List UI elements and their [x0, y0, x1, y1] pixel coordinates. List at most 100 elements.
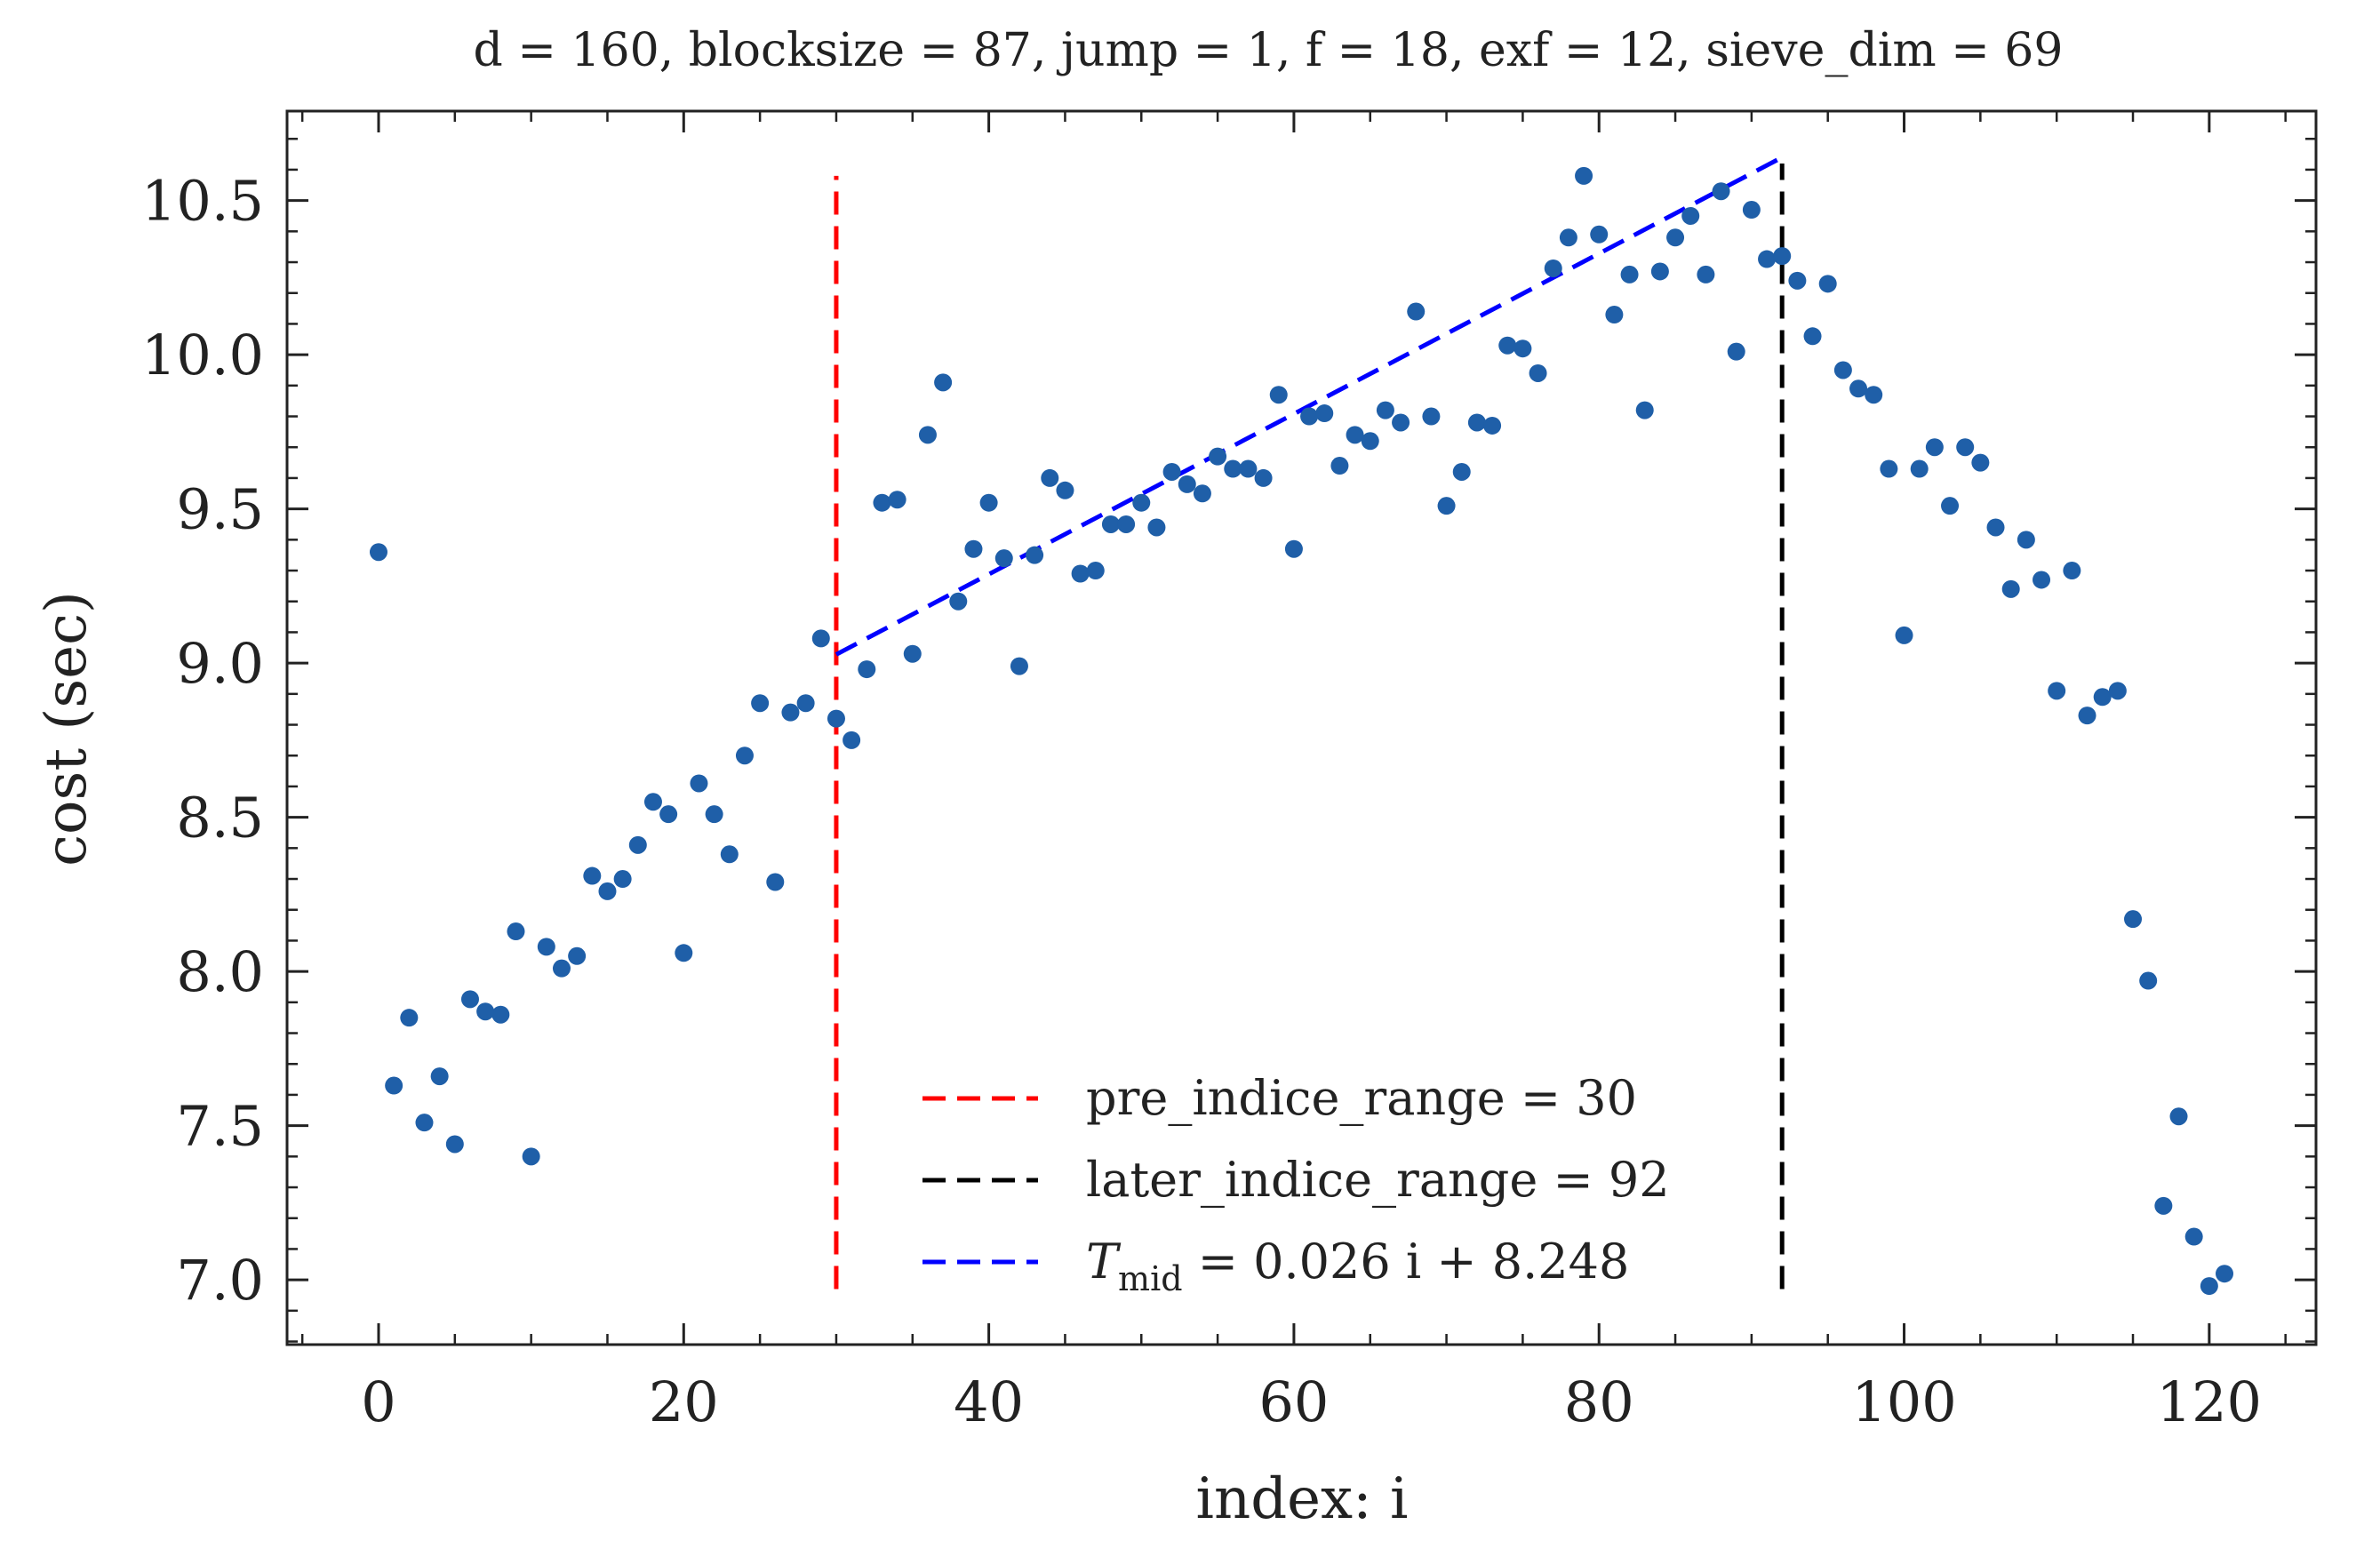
x-tick-label: 80: [1564, 1369, 1634, 1434]
data-point: [858, 660, 876, 679]
data-point: [1117, 515, 1136, 533]
data-point: [1559, 228, 1577, 247]
x-tick-label: 0: [361, 1369, 395, 1434]
data-point: [1605, 306, 1624, 324]
data-point: [1147, 518, 1166, 537]
data-point: [537, 938, 555, 956]
data-point: [1101, 515, 1120, 533]
legend-label-t-mid-fit: Tmid = 0.026 i + 8.248: [1086, 1234, 1629, 1298]
y-tick-label: 10.5: [141, 169, 264, 234]
data-point: [873, 493, 891, 512]
data-point: [1056, 481, 1074, 499]
data-point: [400, 1009, 419, 1027]
data-point: [1529, 363, 1547, 382]
data-point: [843, 731, 861, 749]
data-point: [385, 1076, 403, 1095]
data-point: [1467, 413, 1486, 432]
data-point: [2001, 579, 2020, 598]
data-point: [1620, 265, 1639, 283]
data-point: [613, 870, 632, 889]
data-point: [1239, 459, 1258, 478]
data-point: [1498, 336, 1517, 355]
data-point: [1452, 462, 1471, 481]
data-point: [827, 709, 845, 728]
data-point: [1269, 386, 1288, 404]
data-point: [1895, 626, 1913, 644]
data-point: [1392, 413, 1410, 432]
y-tick-label: 7.0: [176, 1248, 264, 1313]
data-point: [659, 805, 678, 824]
data-point: [1483, 416, 1502, 435]
data-point: [1086, 562, 1105, 580]
data-point: [1880, 459, 1898, 478]
data-point: [781, 703, 800, 722]
data-point: [1635, 401, 1654, 419]
data-point: [1773, 247, 1792, 266]
data-point: [1376, 401, 1394, 419]
data-point: [2139, 971, 2158, 990]
data-point: [1284, 539, 1303, 558]
data-point: [934, 373, 953, 392]
data-point: [1865, 386, 1883, 404]
data-point: [552, 959, 571, 978]
data-point: [1788, 271, 1807, 290]
legend-label-t-symbol: T: [1086, 1234, 1122, 1290]
data-point: [811, 629, 830, 648]
legend-label-t-equation: = 0.026 i + 8.248: [1183, 1234, 1630, 1290]
data-point: [1330, 457, 1349, 475]
data-point: [918, 426, 937, 444]
data-point: [430, 1067, 449, 1086]
data-point: [2017, 531, 2035, 549]
data-point: [1407, 302, 1426, 321]
data-point: [2216, 1265, 2234, 1283]
data-point: [1224, 459, 1242, 478]
data-point: [1941, 497, 1960, 515]
data-point: [445, 1135, 464, 1154]
axis-ticks: [287, 111, 2316, 1345]
data-point: [2108, 682, 2127, 700]
data-point: [1758, 250, 1777, 268]
data-point: [735, 747, 754, 765]
data-point: [369, 543, 387, 562]
data-point: [1315, 404, 1334, 423]
data-point: [903, 644, 922, 663]
data-point: [1254, 468, 1273, 487]
data-point: [1193, 484, 1211, 503]
legend: pre_indice_range = 30 later_indice_range…: [922, 1070, 1670, 1298]
data-point: [720, 845, 739, 864]
data-point: [415, 1114, 434, 1132]
data-point: [1712, 182, 1730, 201]
data-point: [1010, 657, 1028, 675]
y-tick-label: 7.5: [176, 1094, 264, 1159]
y-tick-label: 10.0: [141, 323, 264, 387]
y-tick-label: 8.5: [176, 786, 264, 850]
data-point: [1956, 438, 1975, 457]
x-tick-label: 40: [954, 1369, 1024, 1434]
data-point: [2063, 562, 2081, 580]
data-point: [1742, 201, 1761, 220]
data-point: [1986, 518, 2005, 537]
data-point: [1681, 206, 1700, 225]
data-point: [2154, 1196, 2173, 1215]
data-point: [705, 805, 723, 824]
data-point: [1544, 259, 1562, 277]
data-points: [369, 166, 2234, 1296]
data-point: [690, 774, 708, 793]
data-point: [1697, 265, 1715, 283]
data-point: [964, 539, 983, 558]
data-point: [2033, 571, 2051, 589]
data-point: [1132, 493, 1151, 512]
data-point: [1178, 475, 1196, 493]
data-point: [1818, 275, 1837, 293]
data-point: [2200, 1277, 2218, 1296]
data-point: [583, 866, 602, 885]
data-point: [949, 592, 968, 611]
data-point: [1209, 447, 1227, 466]
reference-lines: [834, 155, 1785, 1290]
data-point: [1575, 166, 1593, 185]
data-point: [888, 491, 906, 509]
data-point: [1849, 379, 1868, 398]
data-point: [628, 835, 647, 854]
chart-title: d = 160, blocksize = 87, jump = 1, f = 1…: [474, 24, 2064, 77]
